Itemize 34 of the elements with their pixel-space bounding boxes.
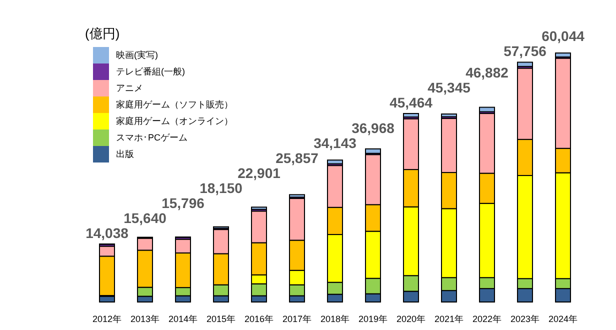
annotation: 22,901 (238, 164, 281, 181)
annotation: 45,345 (428, 80, 471, 96)
legend-label: 出版 (116, 149, 134, 159)
x-tick-label: 2023年 (510, 314, 540, 324)
annotation: 15,796 (162, 194, 205, 211)
x-tick-label: 2013年 (130, 314, 160, 324)
y-axis-title: (億円) (85, 26, 120, 41)
legend-label: 映画(実写) (116, 50, 158, 60)
legend-label: テレビ番組(一般) (116, 66, 185, 76)
x-tick-label: 2022年 (472, 314, 502, 324)
annotation: 14,038 (86, 224, 129, 241)
annotation: 60,044 (542, 28, 585, 44)
legend-label: 家庭用ゲーム（ソフト販売） (116, 100, 233, 110)
x-tick-label: 2017年 (282, 314, 312, 324)
x-tick-label: 2024年 (548, 314, 578, 324)
annotation: 45,464 (390, 94, 433, 111)
annotation: 46,882 (466, 64, 509, 81)
x-tick-label: 2018年 (320, 314, 350, 324)
annotation: 18,150 (200, 180, 243, 196)
legend-label: アニメ (116, 83, 143, 93)
x-tick-label: 2015年 (206, 314, 236, 324)
legend-label: スマホ･PCゲーム (116, 132, 188, 142)
x-tick-label: 2016年 (244, 314, 274, 324)
x-tick-label: 2012年 (92, 314, 122, 324)
annotation: 34,143 (314, 134, 357, 151)
x-tick-label: 2020年 (396, 314, 426, 324)
annotation: 15,640 (124, 210, 167, 226)
x-tick-label: 2019年 (358, 314, 388, 324)
legend-label: 家庭用ゲーム（オンライン） (116, 116, 233, 126)
annotation: 57,756 (504, 43, 547, 60)
x-tick-label: 2014年 (168, 314, 198, 324)
annotation: 25,857 (276, 150, 319, 166)
annotation: 36,968 (352, 120, 395, 136)
x-tick-label: 2021年 (434, 314, 464, 324)
